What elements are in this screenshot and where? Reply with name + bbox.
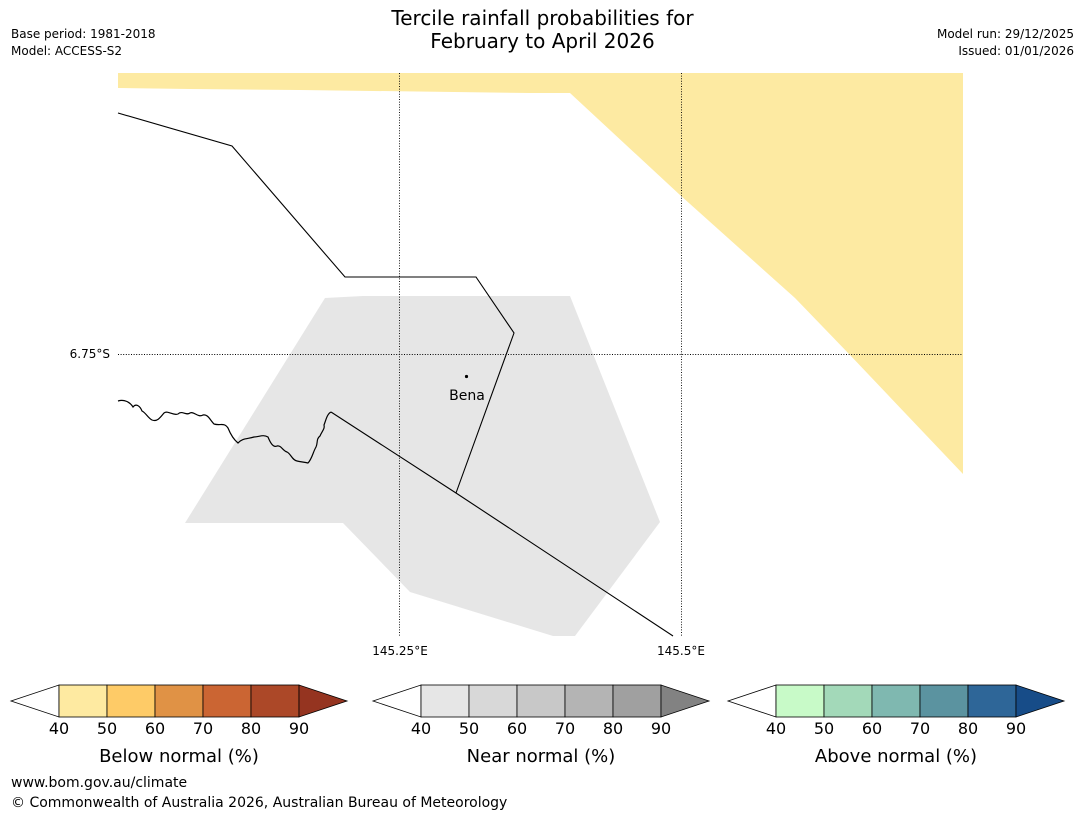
footer: www.bom.gov.au/climate © Commonwealth of… <box>11 773 507 813</box>
colorbar-0-bin-2 <box>154 684 204 718</box>
colorbar-2-bin-1 <box>823 684 873 718</box>
colorbar-2-over-arrow <box>1015 684 1066 718</box>
colorbar-legend: 40 50 60 70 80 90 Below normal (%) 40 50 60 70 80 90… <box>9 684 1066 767</box>
colorbar-1-tick-40: 40 <box>411 719 431 738</box>
issued-date: Issued: 01/01/2026 <box>958 44 1074 58</box>
header-right: Model run: 29/12/2025 Issued: 01/01/2026 <box>937 26 1074 60</box>
colorbar-2-bin-2 <box>871 684 921 718</box>
colorbar-0-tick-70: 70 <box>193 719 213 738</box>
colorbar-0-under-arrow <box>9 684 60 718</box>
colorbar-2-bin-3 <box>919 684 969 718</box>
near-normal-region <box>185 296 660 636</box>
boundary-line-south <box>330 411 674 637</box>
model-name: Model: ACCESS-S2 <box>11 44 123 58</box>
colorbar-0-bin-1 <box>106 684 156 718</box>
map-title: Tercile rainfall probabilities for Febru… <box>0 7 1085 53</box>
base-period: Base period: 1981-2018 <box>11 27 156 41</box>
title-line-2: February to April 2026 <box>430 29 655 53</box>
below-normal-region <box>118 73 963 474</box>
colorbar-1-over-arrow <box>660 684 711 718</box>
colorbar-1-under-arrow <box>371 684 422 718</box>
colorbar-0-bin-4 <box>250 684 300 718</box>
colorbar-0-tick-40: 40 <box>49 719 69 738</box>
model-run: Model run: 29/12/2025 <box>936 27 1074 41</box>
colorbar-0-bin-3 <box>202 684 252 718</box>
lon-label-145-5: 145.5°E <box>657 644 705 658</box>
colorbar-2-title: Above normal (%) <box>815 746 977 767</box>
place-label-bena: Bena <box>449 388 485 404</box>
place-marker-dot[interactable] <box>464 374 469 379</box>
colorbar-2-tick-50: 50 <box>814 719 834 738</box>
colorbar-2-bin-0 <box>775 684 825 718</box>
colorbar-2-tick-80: 80 <box>958 719 978 738</box>
colorbar-0-title: Below normal (%) <box>99 746 259 767</box>
title-line-1: Tercile rainfall probabilities for <box>391 6 694 30</box>
colorbar-1-tick-90: 90 <box>651 719 671 738</box>
boundary-line-north <box>117 112 515 494</box>
header-left: Base period: 1981-2018 Model: ACCESS-S2 <box>11 26 156 60</box>
copyright-text: © Commonwealth of Australia 2026, Austra… <box>11 795 508 811</box>
colorbar-1-tick-60: 60 <box>507 719 527 738</box>
colorbar-2-tick-40: 40 <box>766 719 786 738</box>
colorbar-1-title: Near normal (%) <box>467 746 616 767</box>
colorbar-1-bin-0 <box>420 684 470 718</box>
river-boundary <box>117 399 332 464</box>
colorbar-1-bin-1 <box>468 684 518 718</box>
colorbar-1-bin-4 <box>612 684 662 718</box>
colorbar-1-tick-80: 80 <box>603 719 623 738</box>
colorbar-0-over-arrow <box>298 684 349 718</box>
colorbar-1-bin-3 <box>564 684 614 718</box>
colorbar-0-tick-90: 90 <box>289 719 309 738</box>
colorbar-2-tick-60: 60 <box>862 719 882 738</box>
colorbar-0-tick-80: 80 <box>241 719 261 738</box>
lon-label-145-25: 145.25°E <box>372 644 428 658</box>
colorbar-1-tick-70: 70 <box>555 719 575 738</box>
colorbar-2-tick-90: 90 <box>1006 719 1026 738</box>
colorbar-0-bin-0 <box>58 684 108 718</box>
colorbar-2-tick-70: 70 <box>910 719 930 738</box>
colorbar-2-bin-4 <box>967 684 1017 718</box>
website-link[interactable]: www.bom.gov.au/climate <box>11 775 188 791</box>
lat-label: 6.75°S <box>70 347 110 361</box>
colorbar-1-tick-50: 50 <box>459 719 479 738</box>
colorbar-0-tick-60: 60 <box>145 719 165 738</box>
colorbar-2-under-arrow <box>726 684 777 718</box>
colorbar-1-bin-2 <box>516 684 566 718</box>
colorbar-0-tick-50: 50 <box>97 719 117 738</box>
